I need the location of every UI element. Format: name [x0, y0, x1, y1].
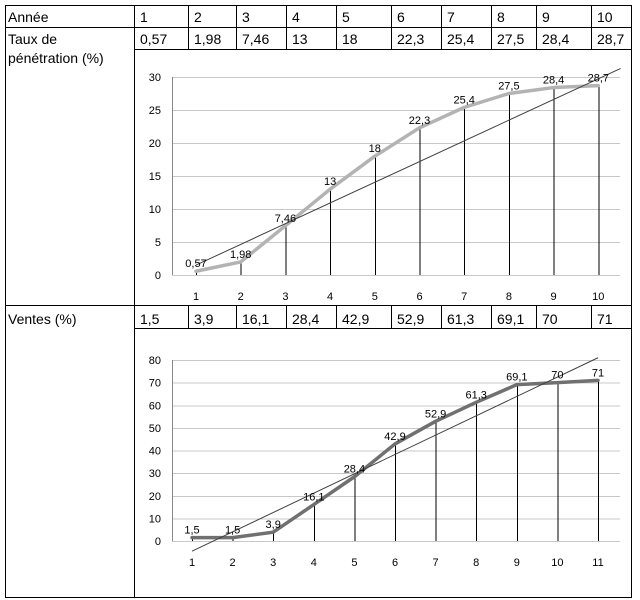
- c1-series-line: [194, 83, 601, 273]
- c2-data-label-5: 28,4: [344, 464, 365, 476]
- c1-xtick-3: 3: [282, 291, 288, 303]
- c2-xtick-3: 3: [270, 557, 276, 569]
- c2-data-label-1: 1,5: [184, 525, 199, 537]
- c2-ytick-0: 0: [155, 536, 161, 548]
- c1-xtick-10: 10: [592, 291, 604, 303]
- c1-xtick-9: 9: [551, 291, 557, 303]
- c1-data-label-6: 22,3: [409, 115, 430, 127]
- c2-data-label-11: 71: [592, 367, 604, 379]
- c1-data-label-2: 1,98: [230, 249, 251, 261]
- c1-xtick-6: 6: [416, 291, 422, 303]
- c1-xtick-8: 8: [506, 291, 512, 303]
- c1-data-label-3: 7,46: [275, 213, 296, 225]
- c1-data-label-7: 25,4: [453, 94, 474, 106]
- c2-xtick-11: 11: [592, 557, 603, 569]
- c2-xtick-5: 5: [351, 557, 357, 569]
- c1-data-label-10: 28,7: [588, 73, 609, 85]
- c1-ytick-30: 30: [149, 72, 161, 84]
- c2-xtick-7: 7: [433, 557, 439, 569]
- c1-xtick-2: 2: [238, 291, 244, 303]
- c2-ytick-50: 50: [149, 423, 161, 435]
- c1-ytick-15: 15: [149, 171, 161, 183]
- c2-xtick-9: 9: [514, 557, 520, 569]
- c1-xtick-5: 5: [372, 291, 378, 303]
- c2-data-label-7: 52,9: [425, 408, 446, 420]
- c1-data-label-8: 27,5: [498, 81, 519, 93]
- c2-data-label-10: 70: [551, 370, 563, 382]
- c2-ytick-60: 60: [149, 400, 161, 412]
- c1-xtick-7: 7: [461, 291, 467, 303]
- c2-data-label-8: 61,3: [465, 389, 486, 401]
- c2-ytick-30: 30: [149, 468, 161, 480]
- c1-data-label-1: 0,57: [185, 258, 206, 270]
- c2-ytick-20: 20: [149, 491, 161, 503]
- c2-trend-line: [191, 357, 599, 552]
- c1-ytick-5: 5: [155, 237, 161, 249]
- c1-xtick-1: 1: [193, 291, 199, 303]
- c2-data-label-4: 16,1: [303, 492, 324, 504]
- c2-xtick-2: 2: [230, 557, 236, 569]
- c2-ytick-80: 80: [149, 355, 161, 367]
- c1-xtick-4: 4: [327, 291, 333, 303]
- c2-xtick-1: 1: [189, 557, 195, 569]
- c1-data-label-9: 28,4: [543, 75, 564, 87]
- c2-xtick-6: 6: [392, 557, 398, 569]
- c2-data-label-2: 1,5: [225, 525, 240, 537]
- c2-ytick-70: 70: [149, 378, 161, 390]
- c2-data-label-6: 42,9: [384, 431, 405, 443]
- c2-data-label-3: 3,9: [266, 519, 281, 531]
- c1-trend-line: [195, 67, 621, 266]
- c2-ytick-40: 40: [149, 446, 161, 458]
- c2-data-label-9: 69,1: [506, 372, 527, 384]
- c1-data-label-5: 18: [369, 143, 381, 155]
- c1-ytick-0: 0: [155, 270, 161, 282]
- c2-xtick-10: 10: [551, 557, 563, 569]
- c2-xtick-8: 8: [473, 557, 479, 569]
- c1-ytick-10: 10: [149, 204, 161, 216]
- c2-xtick-4: 4: [311, 557, 317, 569]
- c2-ytick-10: 10: [149, 513, 161, 525]
- c1-data-label-4: 13: [324, 176, 336, 188]
- c1-ytick-25: 25: [149, 105, 161, 117]
- c2-series-line: [190, 378, 600, 540]
- c1-ytick-20: 20: [149, 138, 161, 150]
